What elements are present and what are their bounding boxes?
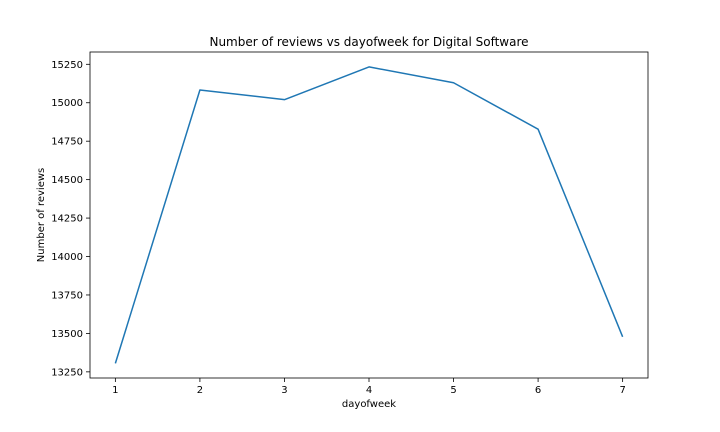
x-axis: 1 2 3 4 5 6 7: [112, 378, 626, 396]
x-tick-label: 3: [281, 385, 287, 396]
y-axis: 13250 13500 13750 14000 14250 14500 14750 15000…: [51, 60, 90, 378]
y-tick-label: 13250: [51, 367, 83, 378]
x-tick-label: 7: [619, 385, 625, 396]
plot-area: [89, 51, 649, 379]
y-tick-label: 15000: [51, 98, 83, 109]
y-axis-label: Number of reviews: [36, 168, 47, 262]
chart-title: Number of reviews vs dayofweek for Digit…: [209, 35, 528, 49]
x-tick-label: 1: [112, 385, 118, 396]
y-tick-label: 14250: [51, 214, 83, 225]
x-tick-label: 4: [366, 385, 372, 396]
x-tick-label: 6: [535, 385, 541, 396]
x-axis-label: dayofweek: [342, 399, 396, 410]
y-tick-label: 13750: [51, 290, 83, 301]
x-tick-label: 2: [197, 385, 203, 396]
x-tick-label: 5: [450, 385, 456, 396]
y-tick-label: 14750: [51, 137, 83, 148]
y-tick-label: 14500: [51, 175, 83, 186]
y-tick-label: 14000: [51, 252, 83, 263]
y-tick-label: 15250: [51, 60, 83, 71]
y-tick-label: 13500: [51, 329, 83, 340]
series-layer: [114, 66, 624, 364]
series-line: [114, 66, 624, 364]
